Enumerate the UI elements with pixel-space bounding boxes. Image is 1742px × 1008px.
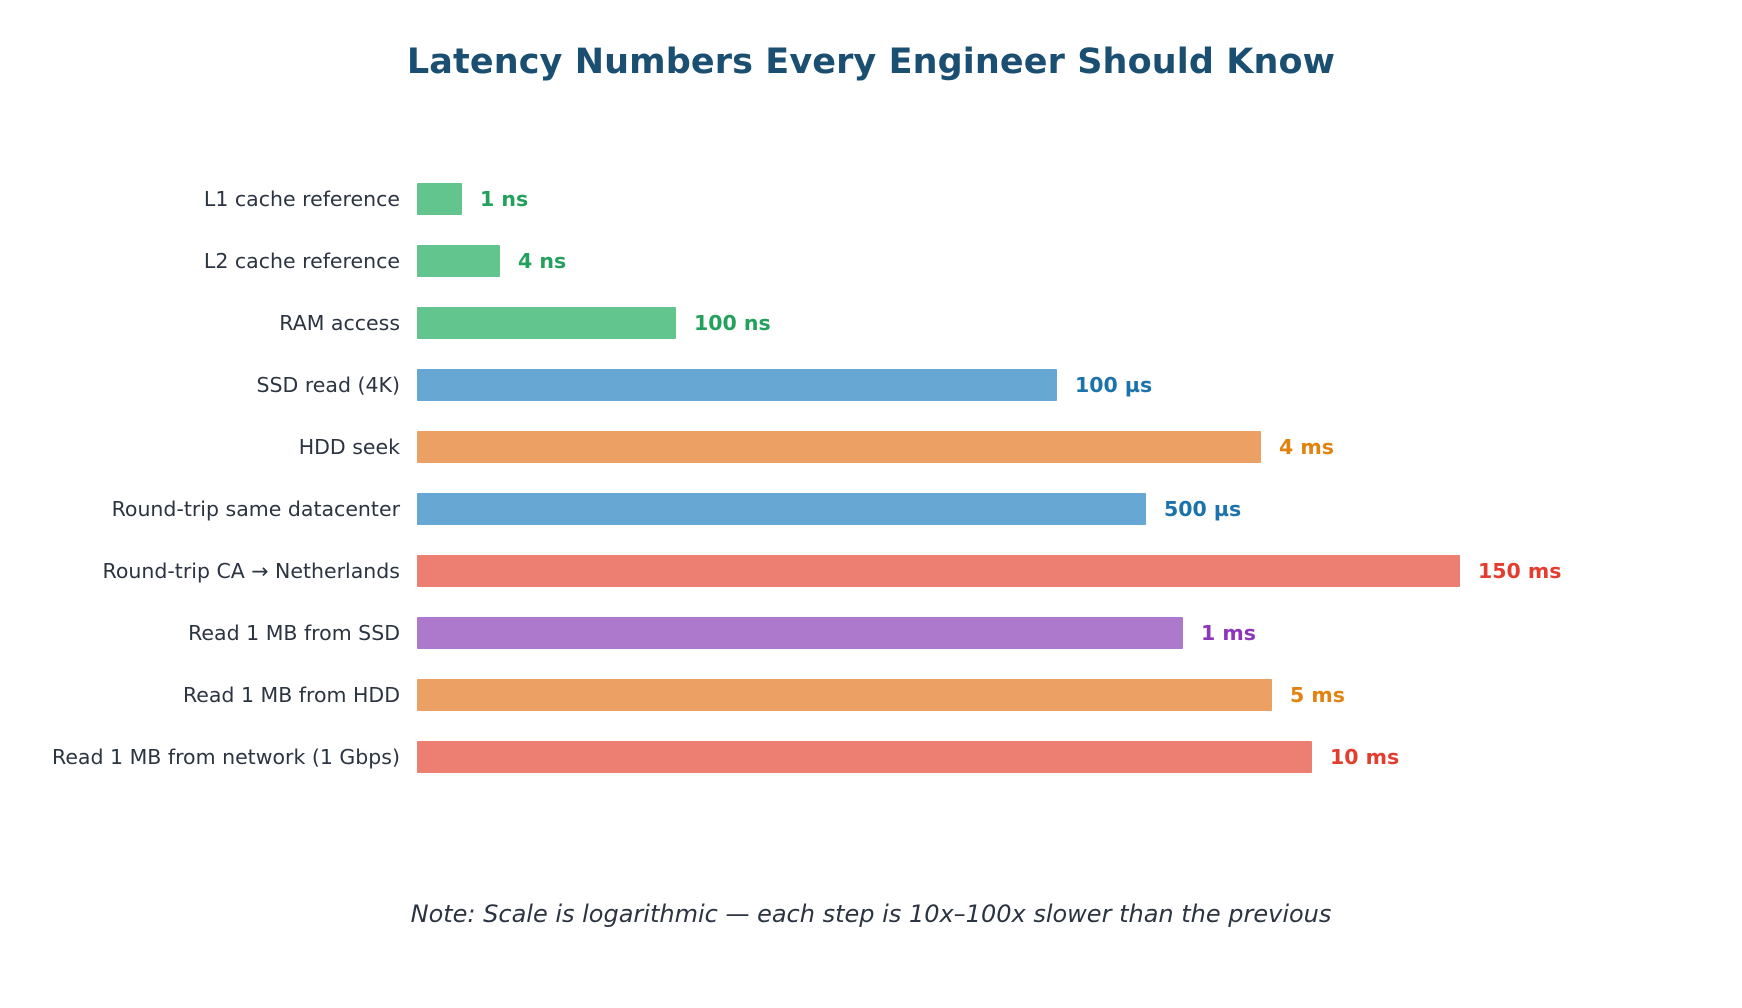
page-title: Latency Numbers Every Engineer Should Kn… [406, 42, 1336, 82]
bar-track: 5 ms [417, 674, 1345, 716]
bar-category-label: SSD read (4K) [256, 373, 401, 397]
bar-value-label: 5 ms [1290, 683, 1345, 707]
bar[interactable] [417, 555, 1460, 587]
bar-category-label: HDD seek [298, 435, 400, 459]
bar-row: L1 cache reference 1 ns [0, 178, 1742, 220]
bar-value-label: 4 ms [1279, 435, 1334, 459]
bar[interactable] [417, 431, 1261, 463]
bar-track: 100 ns [417, 302, 771, 344]
bar-row: RAM access 100 ns [0, 302, 1742, 344]
bar[interactable] [417, 679, 1272, 711]
bar-chart-plot-area: L1 cache reference 1 ns L2 cache reference… [0, 168, 1742, 808]
bar-category-label: Read 1 MB from network (1 Gbps) [52, 745, 400, 769]
bar-value-label: 1 ms [1201, 621, 1256, 645]
bar-category-label: L1 cache reference [203, 187, 400, 211]
bar-value-label: 4 ns [518, 249, 567, 273]
bar-row: L2 cache reference 4 ns [0, 240, 1742, 282]
bar-category-label: Round-trip CA → Netherlands [102, 559, 400, 583]
bar-category-label: L2 cache reference [203, 249, 400, 273]
bar-row: Round-trip CA → Netherlands 150 ms [0, 550, 1742, 592]
bar[interactable] [417, 183, 462, 215]
bar-track: 150 ms [417, 550, 1562, 592]
bar-row: Read 1 MB from network (1 Gbps) 10 ms [0, 736, 1742, 778]
bar[interactable] [417, 245, 500, 277]
bar-track: 4 ns [417, 240, 566, 282]
bar-track: 100 µs [417, 364, 1152, 406]
bar-row: Round-trip same datacenter 500 µs [0, 488, 1742, 530]
bar-row: Read 1 MB from HDD 5 ms [0, 674, 1742, 716]
bar-track: 1 ns [417, 178, 528, 220]
bar-value-label: 100 µs [1075, 373, 1153, 397]
chart-footnote: Note: Scale is logarithmic — each step i… [410, 900, 1332, 928]
bar-track: 1 ms [417, 612, 1256, 654]
bar[interactable] [417, 493, 1146, 525]
bar-category-label: Read 1 MB from HDD [182, 683, 400, 707]
bar-track: 4 ms [417, 426, 1334, 468]
bar-value-label: 1 ns [480, 187, 529, 211]
bar[interactable] [417, 617, 1183, 649]
bar-value-label: 10 ms [1330, 745, 1400, 769]
bar[interactable] [417, 369, 1057, 401]
bar-row: Read 1 MB from SSD 1 ms [0, 612, 1742, 654]
bar[interactable] [417, 741, 1312, 773]
bar-value-label: 500 µs [1164, 497, 1242, 521]
bar-category-label: RAM access [279, 311, 400, 335]
bar[interactable] [417, 307, 676, 339]
bar-category-label: Round-trip same datacenter [111, 497, 400, 521]
bar-row: HDD seek 4 ms [0, 426, 1742, 468]
bar-value-label: 100 ns [694, 311, 771, 335]
bar-track: 10 ms [417, 736, 1399, 778]
bar-category-label: Read 1 MB from SSD [188, 621, 400, 645]
bar-row: SSD read (4K) 100 µs [0, 364, 1742, 406]
bar-value-label: 150 ms [1478, 559, 1562, 583]
bar-track: 500 µs [417, 488, 1241, 530]
